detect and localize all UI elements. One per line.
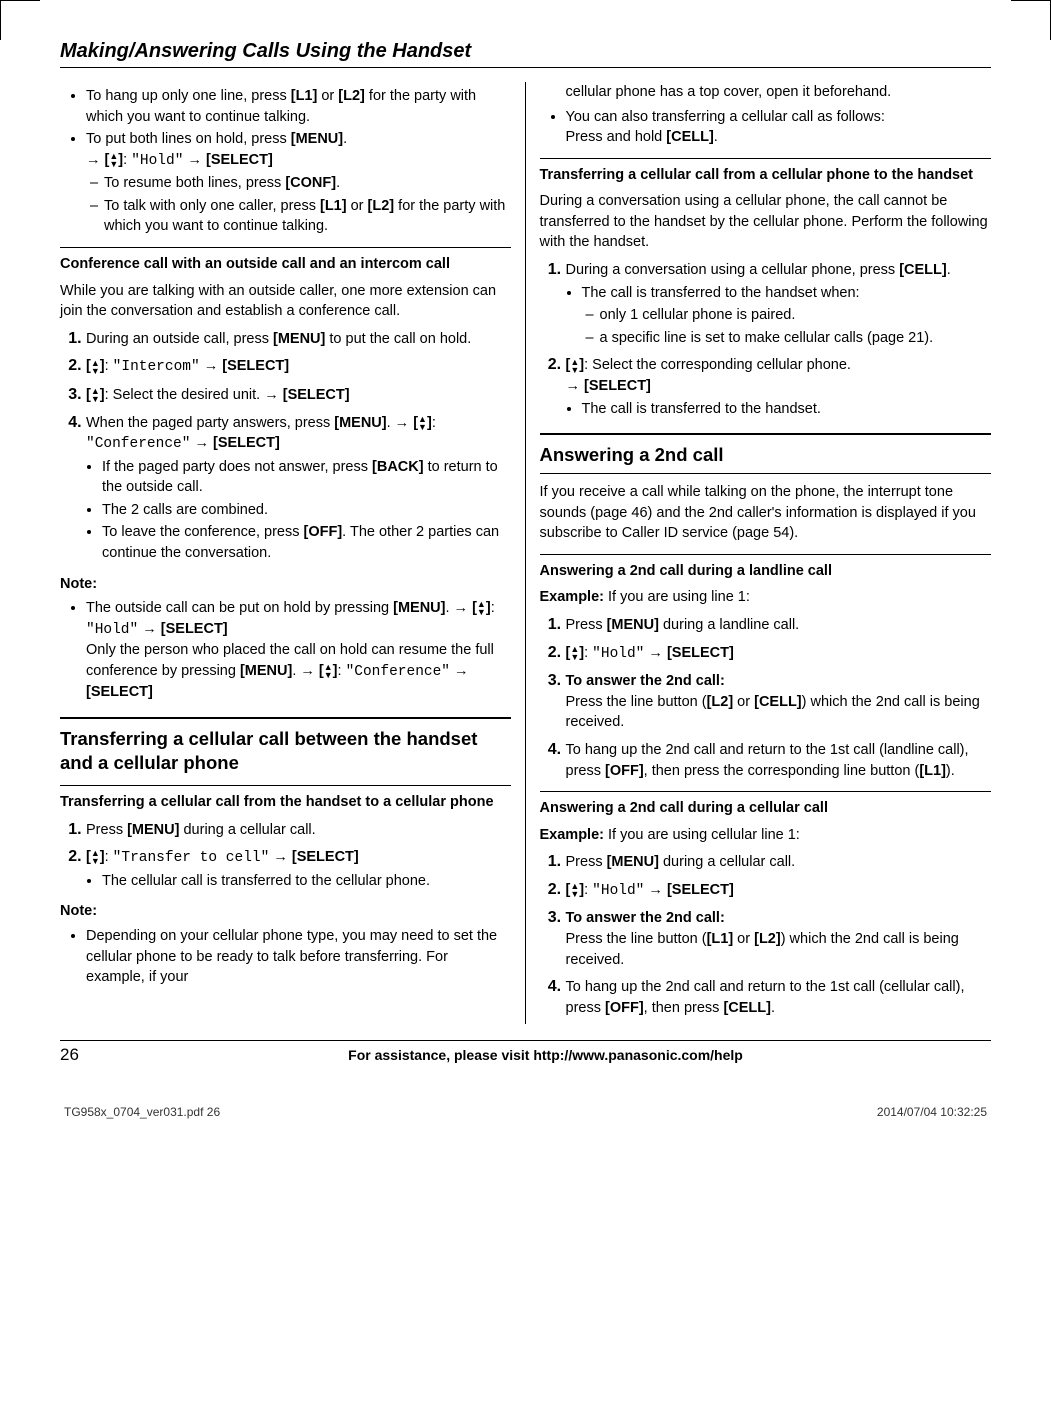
section-heading: Transferring a cellular call between the… xyxy=(60,727,511,775)
sub-heading: Answering a 2nd call during a landline c… xyxy=(540,561,992,582)
pdf-meta: TG958x_0704_ver031.pdf 26 2014/07/04 10:… xyxy=(60,1105,991,1119)
body-text: The call is transferred to the handset w… xyxy=(582,283,992,349)
body-text: Example: If you are using cellular line … xyxy=(540,825,992,846)
step-item: [▲▼]: "Hold" → [SELECT] xyxy=(566,879,992,902)
page-number: 26 xyxy=(60,1045,100,1065)
note-label: Note: xyxy=(60,574,511,595)
body-text: The 2 calls are combined. xyxy=(102,500,511,521)
body-text: To hang up only one line, press [L1] or … xyxy=(86,86,511,127)
step-item: During a conversation using a cellular p… xyxy=(566,259,992,348)
body-text: To resume both lines, press [CONF]. xyxy=(104,173,511,194)
page-section-title: Making/Answering Calls Using the Handset xyxy=(60,40,991,68)
content-columns: To hang up only one line, press [L1] or … xyxy=(60,82,991,1024)
section-heading: Answering a 2nd call xyxy=(540,443,992,467)
body-text: To leave the conference, press [OFF]. Th… xyxy=(102,522,511,563)
meta-left: TG958x_0704_ver031.pdf 26 xyxy=(64,1105,220,1119)
page-footer: 26 For assistance, please visit http://w… xyxy=(60,1040,991,1065)
body-text: cellular phone has a top cover, open it … xyxy=(540,82,992,103)
body-text: only 1 cellular phone is paired. xyxy=(600,305,992,326)
step-item: Press [MENU] during a landline call. xyxy=(566,614,992,636)
step-item: To hang up the 2nd call and return to th… xyxy=(566,976,992,1018)
step-item: [▲▼]: "Intercom" → [SELECT] xyxy=(86,355,511,378)
step-item: To hang up the 2nd call and return to th… xyxy=(566,739,992,781)
body-text: Example: If you are using line 1: xyxy=(540,587,992,608)
body-text: If the paged party does not answer, pres… xyxy=(102,457,511,498)
note-label: Note: xyxy=(60,901,511,922)
body-text: To put both lines on hold, press [MENU].… xyxy=(86,129,511,237)
step-item: Press [MENU] during a cellular call. xyxy=(566,851,992,873)
body-text: The cellular call is transferred to the … xyxy=(102,871,511,892)
body-text: The outside call can be put on hold by p… xyxy=(86,598,511,703)
body-text: The call is transferred to the handset. xyxy=(582,399,992,420)
sub-heading: Transferring a cellular call from the ha… xyxy=(60,792,511,813)
body-text: Depending on your cellular phone type, y… xyxy=(86,926,511,988)
body-text: While you are talking with an outside ca… xyxy=(60,281,511,322)
body-text: a specific line is set to make cellular … xyxy=(600,328,992,349)
step-item: [▲▼]: Select the desired unit. → [SELECT… xyxy=(86,384,511,406)
right-column: cellular phone has a top cover, open it … xyxy=(526,82,992,1024)
step-item: Press [MENU] during a cellular call. xyxy=(86,819,511,841)
sub-heading: Conference call with an outside call and… xyxy=(60,254,511,275)
left-column: To hang up only one line, press [L1] or … xyxy=(60,82,526,1024)
step-item: To answer the 2nd call:Press the line bu… xyxy=(566,907,992,970)
footer-text: For assistance, please visit http://www.… xyxy=(100,1047,991,1063)
body-text: If you receive a call while talking on t… xyxy=(540,482,992,544)
body-text: To talk with only one caller, press [L1]… xyxy=(104,196,511,237)
sub-heading: Answering a 2nd call during a cellular c… xyxy=(540,798,992,819)
body-text: During a conversation using a cellular p… xyxy=(540,191,992,253)
step-item: [▲▼]: "Transfer to cell" → [SELECT] The … xyxy=(86,846,511,891)
step-item: To answer the 2nd call:Press the line bu… xyxy=(566,670,992,733)
step-item: When the paged party answers, press [MEN… xyxy=(86,412,511,564)
sub-heading: Transferring a cellular call from a cell… xyxy=(540,165,992,186)
step-item: [▲▼]: Select the corresponding cellular … xyxy=(566,354,992,419)
meta-right: 2014/07/04 10:32:25 xyxy=(877,1105,987,1119)
body-text: You can also transferring a cellular cal… xyxy=(566,107,992,148)
step-item: [▲▼]: "Hold" → [SELECT] xyxy=(566,642,992,665)
step-item: During an outside call, press [MENU] to … xyxy=(86,328,511,350)
